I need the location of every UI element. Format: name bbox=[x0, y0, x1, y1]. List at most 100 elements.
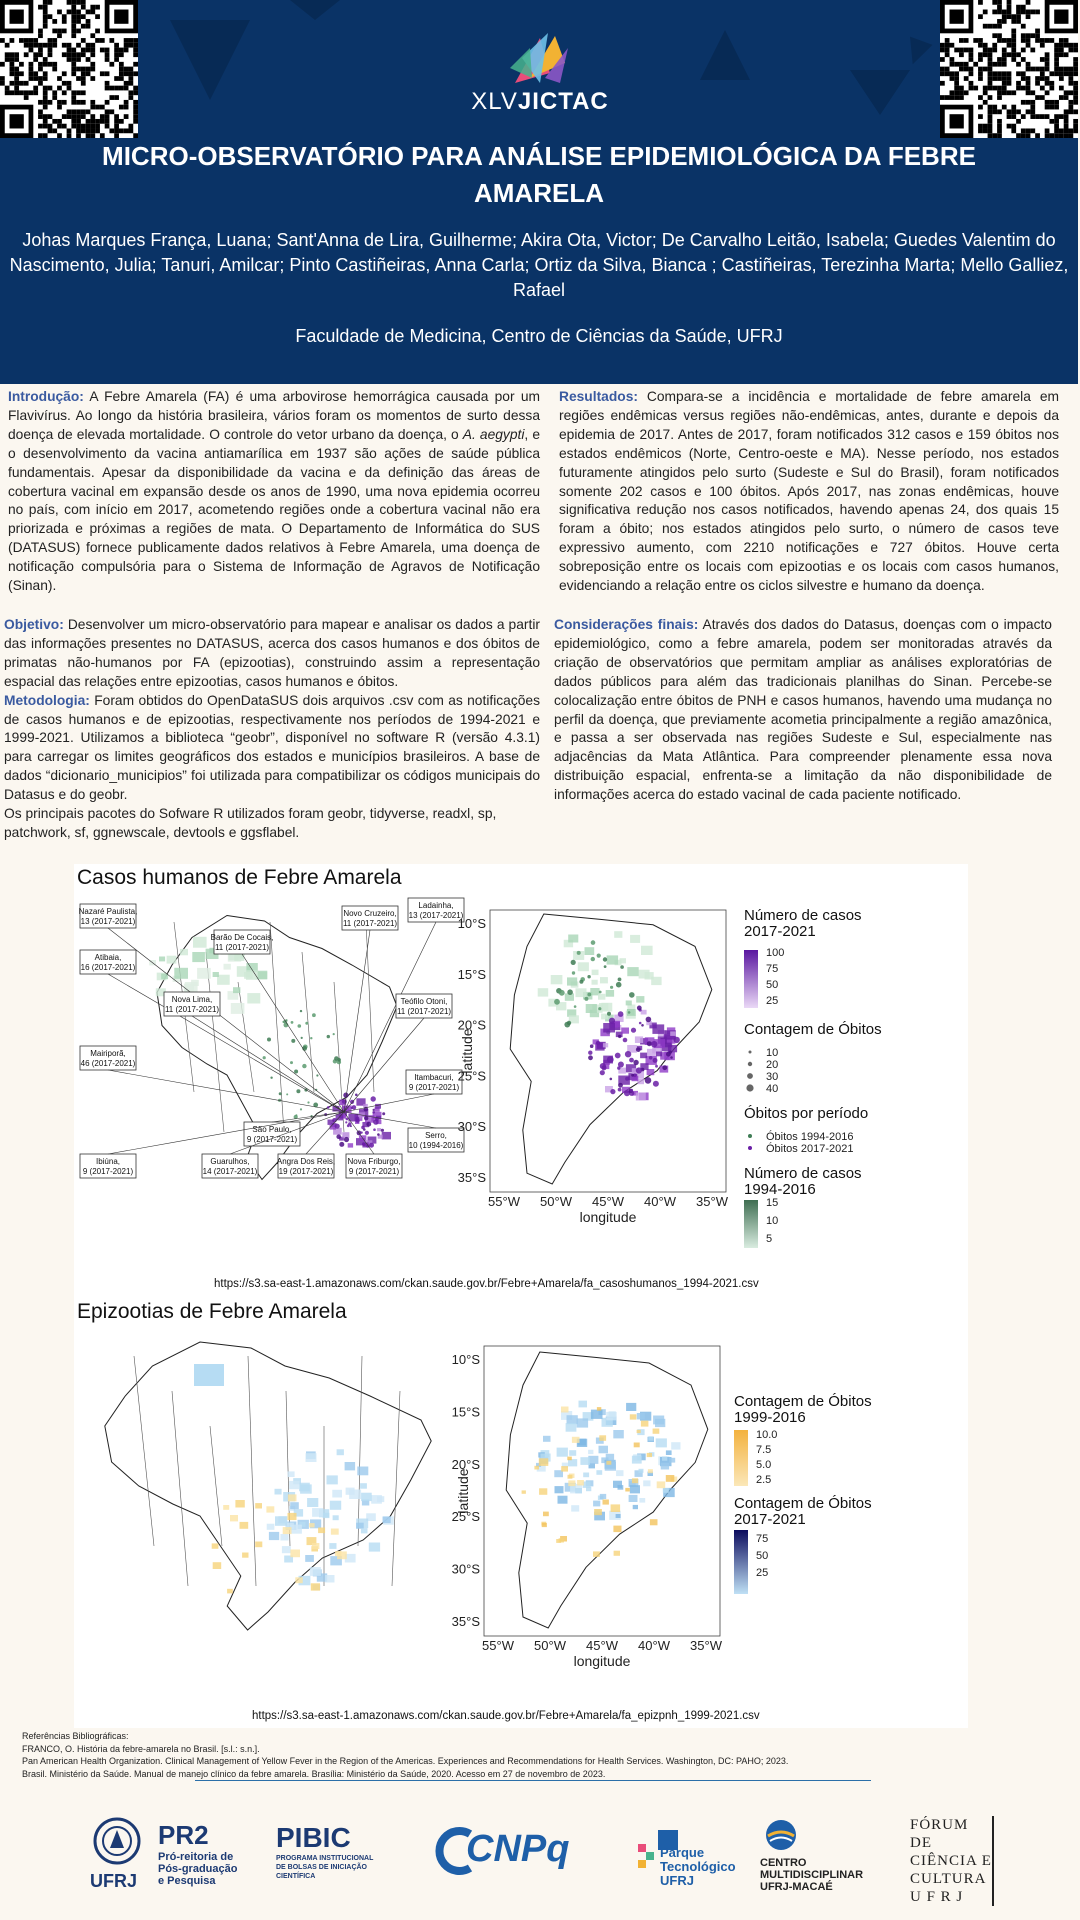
qr-module bbox=[47, 0, 53, 5]
qr-module bbox=[987, 76, 993, 81]
epizootic-area-1999 bbox=[567, 1456, 572, 1461]
qr-module bbox=[4, 85, 10, 91]
pr2-logo[interactable]: PR2 Pró-reitoria de Pós-graduação e Pesqui… bbox=[158, 1820, 268, 1887]
epizootic-area-2017 bbox=[604, 1461, 616, 1471]
qr-module bbox=[1063, 95, 1069, 100]
qr-module bbox=[997, 23, 1002, 29]
centro-multidisciplinar-logo[interactable]: CENTRO MULTIDISCIPLINAR UFRJ-MACAÉ bbox=[760, 1818, 880, 1893]
municipality-callout-label: Teófilo Otoni, bbox=[401, 997, 448, 1006]
figure1-source-url[interactable]: https://s3.sa-east-1.amazonaws.com/ckan.… bbox=[214, 1278, 759, 1290]
qr-module bbox=[982, 42, 988, 48]
qr-module bbox=[982, 52, 988, 58]
figure2-source-url[interactable]: https://s3.sa-east-1.amazonaws.com/ckan.… bbox=[252, 1710, 760, 1722]
qr-module bbox=[1073, 57, 1078, 62]
case-area-2017 bbox=[632, 1090, 638, 1096]
qr-module bbox=[997, 33, 1002, 39]
municipality-callout-box bbox=[395, 993, 453, 1019]
epizootic-area-2017 bbox=[593, 1500, 601, 1507]
state-border bbox=[301, 951, 315, 1093]
qr-module bbox=[80, 128, 86, 134]
case-point-2017 bbox=[343, 1092, 349, 1098]
qr-module bbox=[90, 47, 96, 53]
epizootic-area-2017 bbox=[557, 1495, 568, 1504]
epizootic-area-1999 bbox=[543, 1511, 549, 1517]
x-tick-label: 50°W bbox=[534, 1638, 567, 1653]
qr-module bbox=[95, 123, 100, 129]
qr-module bbox=[47, 38, 53, 43]
case-area-2017 bbox=[339, 1136, 344, 1141]
qr-code-right[interactable] bbox=[940, 0, 1078, 138]
qr-module bbox=[28, 61, 34, 67]
legend-title-period: Óbitos por período bbox=[744, 1105, 868, 1122]
qr-module bbox=[85, 66, 91, 72]
qr-module bbox=[1039, 42, 1045, 48]
case-area-2017 bbox=[362, 1122, 369, 1128]
qr-module bbox=[52, 28, 58, 34]
qr-module bbox=[1011, 57, 1017, 62]
qr-module bbox=[1016, 80, 1021, 86]
qr-module bbox=[104, 80, 110, 86]
qr-module bbox=[1039, 76, 1045, 81]
qr-module bbox=[114, 52, 119, 58]
qr-module bbox=[1054, 99, 1059, 105]
epizootic-area-1999 bbox=[625, 1487, 630, 1492]
case-point-2017 bbox=[624, 1090, 630, 1097]
qr-module bbox=[133, 71, 138, 77]
qr-module bbox=[987, 109, 993, 115]
pibic-logo[interactable]: PIBIC PROGRAMA INSTITUCIONAL DE BOLSAS DE… bbox=[276, 1822, 396, 1881]
qr-module bbox=[42, 61, 48, 67]
qr-module bbox=[90, 4, 96, 10]
qr-module bbox=[1049, 133, 1055, 138]
qr-finder bbox=[114, 9, 129, 24]
case-point-1994 bbox=[610, 985, 614, 989]
qr-module bbox=[38, 33, 43, 39]
state-border bbox=[285, 1390, 291, 1547]
qr-module bbox=[1073, 80, 1078, 86]
case-point-2017 bbox=[618, 1082, 623, 1088]
legend-title-cases-1994: Número de casos bbox=[744, 1165, 862, 1182]
qr-module bbox=[123, 128, 129, 134]
qr-module bbox=[949, 95, 955, 100]
epizootic-area-1999 bbox=[649, 1519, 658, 1526]
case-area-1994 bbox=[605, 990, 615, 997]
qr-module bbox=[66, 114, 72, 119]
legend-value: 15 bbox=[766, 1197, 778, 1209]
qr-module bbox=[66, 133, 72, 138]
intro-text-2: , e o desenvolvimento da vacina antiamar… bbox=[8, 426, 541, 594]
forum-logo[interactable]: FÓRUM DE CIÊNCIA E CULTURA U F R J bbox=[910, 1816, 994, 1906]
qr-code-left[interactable] bbox=[0, 0, 138, 138]
qr-module bbox=[1006, 42, 1012, 48]
municipality-callout-box bbox=[405, 1069, 463, 1095]
epizootic-area-1999 bbox=[309, 1523, 315, 1528]
case-point-1994 bbox=[326, 1034, 330, 1039]
y-tick-label: 20°S bbox=[452, 1457, 481, 1472]
qr-module bbox=[973, 38, 979, 43]
qr-module bbox=[109, 38, 115, 43]
qr-module bbox=[1073, 109, 1078, 115]
municipality-callout-label: 10 (1994-2016) bbox=[409, 1141, 464, 1150]
ufrj-logo[interactable]: UFRJ bbox=[90, 1816, 152, 1892]
qr-module bbox=[987, 85, 993, 91]
logo-text-line: CENTRO bbox=[760, 1857, 807, 1869]
poster-header: XLVJICTAC MICRO-OBSERVATÓRIO PARA ANÁLIS… bbox=[0, 0, 1078, 384]
qr-module bbox=[963, 66, 969, 72]
legend-value: 40 bbox=[766, 1083, 778, 1095]
qr-module bbox=[1073, 66, 1078, 72]
municipality-callout-label: Angra Dos Reis, bbox=[277, 1157, 335, 1166]
case-area-1994 bbox=[601, 1002, 613, 1012]
case-point-1994 bbox=[579, 979, 584, 984]
logo-text-line: UFRJ-MACAÉ bbox=[760, 1881, 833, 1893]
epizootic-area-2017 bbox=[284, 1555, 293, 1563]
qr-module bbox=[99, 114, 105, 119]
case-point-2017 bbox=[327, 1106, 330, 1109]
case-point-1994 bbox=[315, 1088, 318, 1091]
qr-module bbox=[61, 99, 67, 105]
qr-finder bbox=[9, 114, 24, 129]
qr-module bbox=[1001, 19, 1007, 24]
qr-module bbox=[1044, 76, 1050, 81]
case-area-1994 bbox=[591, 969, 599, 976]
qr-module bbox=[95, 128, 100, 134]
epizootic-area-1999 bbox=[211, 1543, 219, 1549]
epizootic-area-2017 bbox=[289, 1480, 300, 1490]
qr-module bbox=[76, 123, 81, 129]
